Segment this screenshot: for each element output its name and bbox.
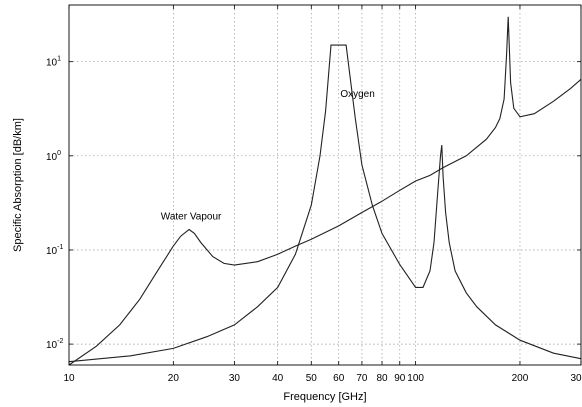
x-tick-label: 30 <box>570 373 582 384</box>
y-tick-base: 10 <box>46 246 58 257</box>
y-tick-label: 101 <box>46 56 61 69</box>
x-tick-label: 200 <box>512 373 529 384</box>
y-tick-exponent: 0 <box>57 150 61 157</box>
plot-frame <box>68 4 582 366</box>
y-tick-base: 10 <box>46 340 58 351</box>
y-tick-label: 10-1 <box>46 244 63 257</box>
y-tick-base: 10 <box>46 152 58 163</box>
x-tick-label: 100 <box>407 373 424 384</box>
y-axis-label: Specific Absorption [dB/km] <box>12 118 24 252</box>
x-tick-label: 60 <box>333 373 345 384</box>
curves <box>68 16 582 366</box>
x-tick-label: 20 <box>168 373 180 384</box>
x-tick-label: 70 <box>356 373 368 384</box>
x-tick-label: 30 <box>229 373 241 384</box>
y-tick-exponent: -1 <box>57 244 63 251</box>
y-tick-base: 10 <box>46 58 58 69</box>
x-tick-label: 80 <box>376 373 388 384</box>
x-tick-label: 40 <box>272 373 284 384</box>
y-tick-label: 10-2 <box>46 338 63 351</box>
x-axis-label: Frequency [GHz] <box>283 391 366 403</box>
x-tick-label: 50 <box>306 373 318 384</box>
y-tick-exponent: -2 <box>57 338 63 345</box>
annotation-label: Water Vapour <box>161 212 222 223</box>
x-tick-label: 10 <box>63 373 75 384</box>
series-line-0 <box>68 16 582 366</box>
annotations: Water Vapour Oxygen <box>161 89 375 222</box>
x-tick-label: 90 <box>394 373 406 384</box>
annotation-label: Oxygen <box>340 89 374 100</box>
y-tick-exponent: 1 <box>57 56 61 63</box>
y-tick-label: 100 <box>46 150 61 163</box>
grid <box>69 5 581 365</box>
series-line-1 <box>68 44 582 363</box>
